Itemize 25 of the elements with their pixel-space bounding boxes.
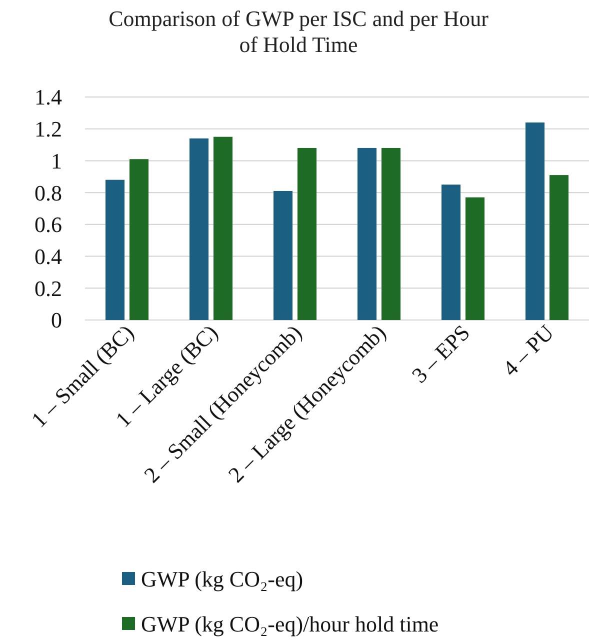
y-tick-label: 0.4 [34, 244, 62, 269]
y-tick-label: 1.2 [34, 116, 62, 142]
bar [130, 159, 148, 320]
y-tick-label: 1 [51, 148, 62, 174]
bar [526, 122, 544, 320]
x-tick-label: 3 – EPS [406, 320, 475, 388]
y-tick-label: 0 [51, 308, 62, 333]
chart-title: Comparison of GWP per ISC and per Hour of Hold Time [108, 6, 490, 57]
legend-label: GWP (kg CO₂-eq)/hour hold time [141, 612, 439, 637]
bar [382, 148, 400, 320]
bar [298, 148, 316, 320]
bar [466, 197, 484, 320]
y-tick-label: 0.6 [34, 212, 62, 238]
legend-label: GWP (kg CO₂-eq) [141, 566, 304, 592]
y-tick-label: 1.4 [34, 84, 62, 110]
bar [274, 190, 292, 320]
bar [190, 138, 208, 320]
bar [358, 148, 376, 320]
y-tick-label: 0.8 [34, 180, 62, 206]
bar [442, 184, 460, 320]
bar [214, 136, 232, 320]
x-tick-label: 4 – PU [498, 320, 559, 381]
bar [550, 175, 568, 320]
y-tick-label: 0.2 [34, 276, 62, 301]
bar [106, 180, 124, 320]
